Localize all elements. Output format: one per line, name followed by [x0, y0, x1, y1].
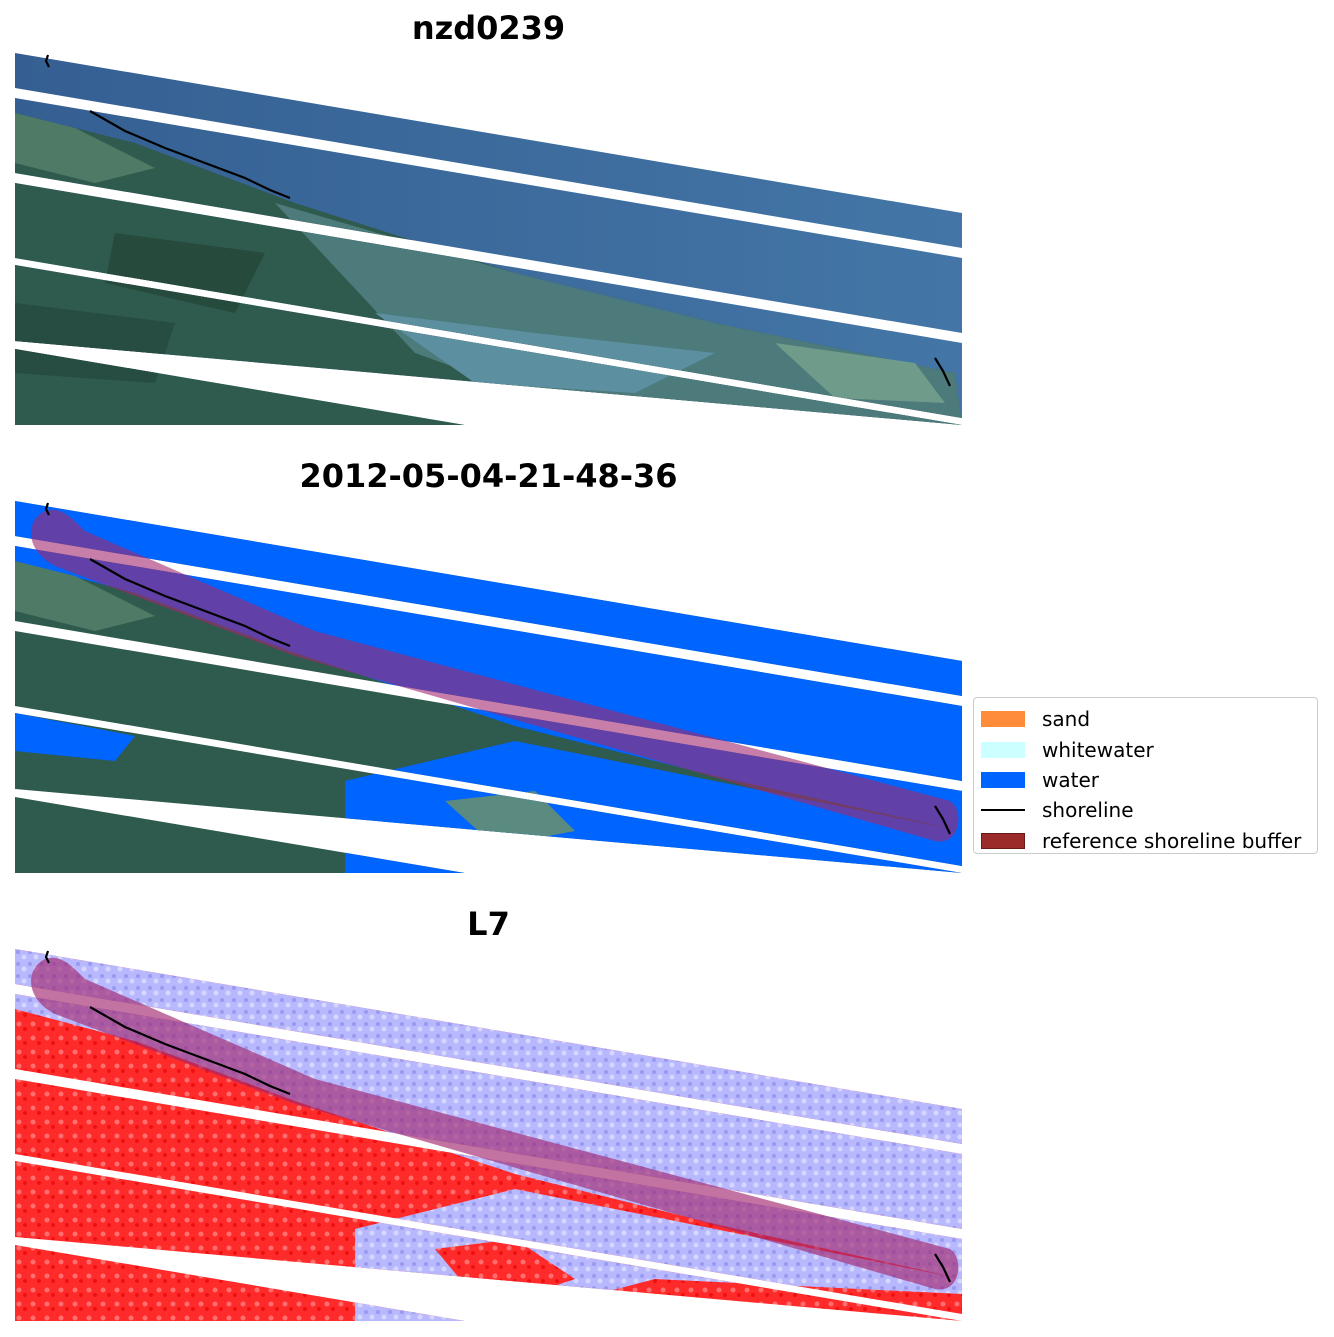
- legend-swatch-shoreline: [981, 809, 1025, 812]
- classified-image: [15, 501, 962, 873]
- index-image: [15, 949, 962, 1321]
- index-panel: [15, 949, 962, 1321]
- legend-item-water: water: [981, 765, 1311, 795]
- shoreline-segment-northwest: [44, 950, 50, 964]
- legend-label-buffer: reference shoreline buffer: [1042, 828, 1302, 853]
- shoreline-segment-northwest: [44, 502, 50, 516]
- legend: sand whitewater water shoreline referenc…: [973, 697, 1318, 854]
- shoreline-segment-west: [89, 558, 291, 648]
- shoreline-segment-west: [89, 1006, 291, 1096]
- shoreline-segment-northwest: [44, 54, 50, 68]
- legend-label-sand: sand: [1042, 707, 1091, 732]
- panel-title-index: L7: [467, 905, 510, 943]
- legend-swatch-sand: [981, 711, 1025, 728]
- legend-item-shoreline: shoreline: [981, 795, 1311, 825]
- legend-swatch-buffer: [981, 832, 1025, 849]
- legend-label-whitewater: whitewater: [1042, 737, 1154, 762]
- legend-label-shoreline: shoreline: [1042, 798, 1134, 823]
- rgb-image: [15, 53, 962, 425]
- shoreline-segment-east: [934, 805, 951, 835]
- legend-label-water: water: [1042, 767, 1099, 792]
- panel-title-classification: 2012-05-04-21-48-36: [299, 457, 678, 495]
- legend-swatch-whitewater: [981, 741, 1025, 758]
- legend-item-buffer: reference shoreline buffer: [981, 826, 1311, 856]
- shoreline-segment-east: [934, 1253, 951, 1283]
- panel-title-rgb: nzd0239: [411, 9, 566, 47]
- rgb-image-panel: [15, 53, 962, 425]
- reference-shoreline-buffer: [31, 509, 959, 842]
- legend-item-sand: sand: [981, 704, 1311, 734]
- legend-item-whitewater: whitewater: [981, 734, 1311, 764]
- shoreline-segment-west: [89, 110, 291, 200]
- classification-panel: [15, 501, 962, 873]
- shoreline-segment-east: [934, 357, 951, 387]
- reference-shoreline-buffer: [31, 957, 959, 1290]
- legend-swatch-water: [981, 771, 1025, 788]
